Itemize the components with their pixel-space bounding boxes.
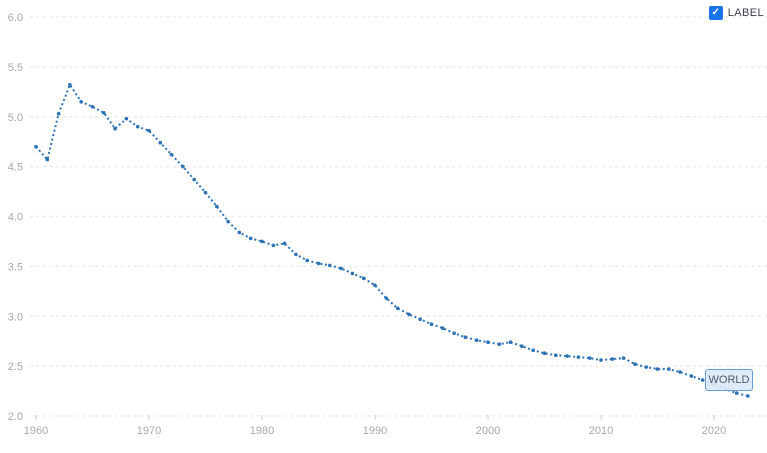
series-end-label-world: WORLD xyxy=(705,369,753,391)
label-toggle[interactable]: ✓ LABEL xyxy=(708,6,764,20)
checkbox-check-icon: ✓ xyxy=(711,7,720,18)
data-point xyxy=(361,276,366,281)
data-point xyxy=(316,261,321,266)
y-axis-tick-label: 2.0 xyxy=(8,411,23,423)
data-point xyxy=(124,116,129,121)
data-point xyxy=(667,367,671,371)
data-point xyxy=(113,126,117,131)
data-point xyxy=(147,128,151,133)
data-point xyxy=(158,140,163,145)
y-axis-tick-label: 6.0 xyxy=(8,12,23,24)
data-point xyxy=(79,100,83,104)
y-axis-tick-label: 4.5 xyxy=(8,162,23,174)
data-point xyxy=(350,271,355,276)
data-point xyxy=(384,296,389,301)
data-point xyxy=(621,356,626,360)
data-point xyxy=(418,317,423,322)
data-point xyxy=(746,394,750,398)
data-point xyxy=(169,152,174,157)
y-axis-tick-label: 5.0 xyxy=(8,112,23,124)
data-point xyxy=(463,335,468,340)
data-point xyxy=(192,177,196,182)
data-point xyxy=(282,241,287,246)
data-point xyxy=(135,124,140,129)
x-axis-tick-label: 1970 xyxy=(137,425,161,437)
data-point xyxy=(678,370,682,374)
y-axis-tick-label: 3.0 xyxy=(8,311,23,323)
data-point xyxy=(237,230,242,235)
data-point xyxy=(565,354,569,358)
data-point xyxy=(520,344,524,349)
data-point xyxy=(531,348,535,353)
data-point xyxy=(90,105,95,109)
data-point xyxy=(655,367,660,371)
data-point xyxy=(248,236,253,241)
data-point xyxy=(102,111,106,115)
data-point xyxy=(587,356,592,360)
data-point xyxy=(395,306,400,311)
data-point xyxy=(226,219,230,224)
data-point xyxy=(700,378,705,382)
data-point xyxy=(305,258,310,263)
data-point xyxy=(644,365,648,369)
data-point xyxy=(56,112,61,116)
data-point xyxy=(407,312,411,317)
data-point xyxy=(203,190,208,195)
data-point xyxy=(339,266,343,271)
data-point xyxy=(486,340,490,345)
y-axis-tick-label: 4.0 xyxy=(8,212,23,224)
data-point xyxy=(429,322,434,327)
fertility-rate-line xyxy=(35,83,749,397)
x-axis-tick-label: 1980 xyxy=(250,425,274,437)
x-axis-tick-label: 2020 xyxy=(702,425,726,437)
data-point xyxy=(34,144,38,149)
y-axis-tick-label: 5.5 xyxy=(8,62,23,74)
x-axis-tick-label: 2010 xyxy=(589,425,613,437)
data-point xyxy=(554,353,558,358)
label-checkbox[interactable]: ✓ xyxy=(708,6,723,20)
data-point xyxy=(68,83,72,87)
data-point xyxy=(215,204,219,209)
data-point xyxy=(633,362,637,366)
data-point xyxy=(474,338,479,343)
data-point xyxy=(542,351,547,356)
data-point xyxy=(689,374,694,378)
label-checkbox-label: LABEL xyxy=(727,7,764,19)
y-axis-tick-label: 3.5 xyxy=(8,261,23,273)
data-point xyxy=(181,164,185,169)
data-point xyxy=(734,391,739,395)
x-axis-tick-label: 1990 xyxy=(363,425,387,437)
data-point xyxy=(610,357,615,361)
data-point xyxy=(373,283,377,288)
data-point xyxy=(599,358,603,362)
data-point xyxy=(328,263,332,268)
data-point xyxy=(294,252,298,257)
data-point xyxy=(45,157,50,162)
y-axis-tick-label: 2.5 xyxy=(8,361,23,373)
data-point xyxy=(497,342,502,347)
data-point xyxy=(260,239,264,244)
x-axis-tick-label: 2000 xyxy=(476,425,500,437)
data-point xyxy=(271,243,276,248)
data-point xyxy=(576,355,581,359)
x-axis-tick-label: 1960 xyxy=(24,425,48,437)
data-point xyxy=(441,326,445,331)
data-point xyxy=(452,331,456,336)
data-point xyxy=(508,340,513,345)
